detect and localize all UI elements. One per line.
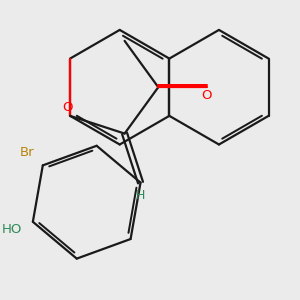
Text: H: H: [136, 189, 145, 202]
Text: O: O: [202, 89, 212, 102]
Text: HO: HO: [2, 223, 22, 236]
Text: O: O: [62, 101, 73, 114]
Text: Br: Br: [20, 146, 35, 159]
